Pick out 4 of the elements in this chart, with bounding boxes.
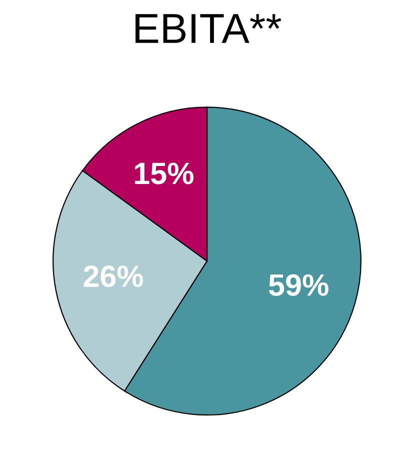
- data-label: 15%: [135, 162, 194, 184]
- chart-title: EBITA**: [136, 14, 282, 43]
- data-label: 59%: [268, 274, 328, 296]
- data-label: 26%: [84, 266, 144, 288]
